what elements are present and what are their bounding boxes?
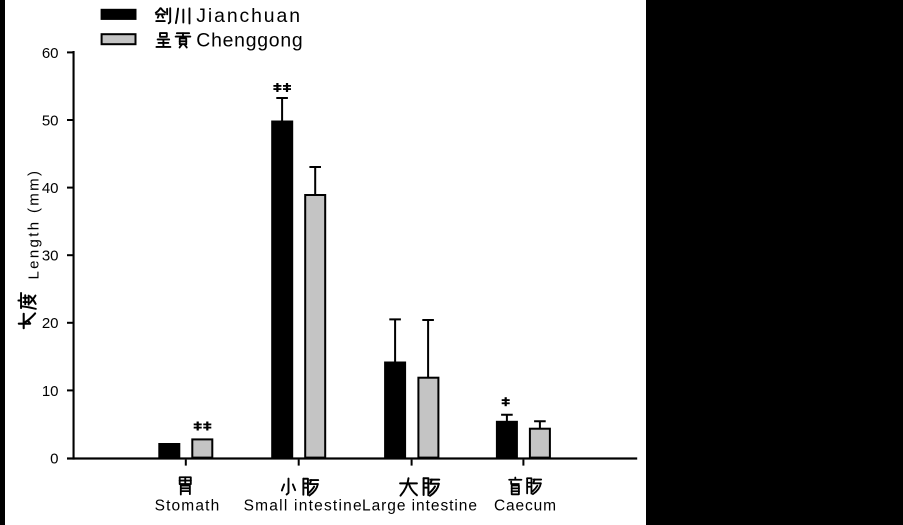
svg-text:Small intestine: Small intestine [244,498,362,515]
svg-text:Large intestine: Large intestine [362,498,477,515]
svg-text:Stomath: Stomath [155,498,220,515]
svg-text:Caecum: Caecum [494,498,556,515]
svg-text:60: 60 [42,45,59,62]
svg-text:Chenggong: Chenggong [196,29,302,51]
svg-text:50: 50 [42,112,59,129]
svg-text:30: 30 [42,248,59,265]
svg-text:Jianchuan: Jianchuan [196,5,300,27]
svg-text:20: 20 [42,315,59,332]
svg-text:10: 10 [42,383,59,400]
svg-text:40: 40 [42,180,59,197]
svg-text:0: 0 [50,450,58,467]
svg-text:Length (mm): Length (mm) [26,171,43,280]
